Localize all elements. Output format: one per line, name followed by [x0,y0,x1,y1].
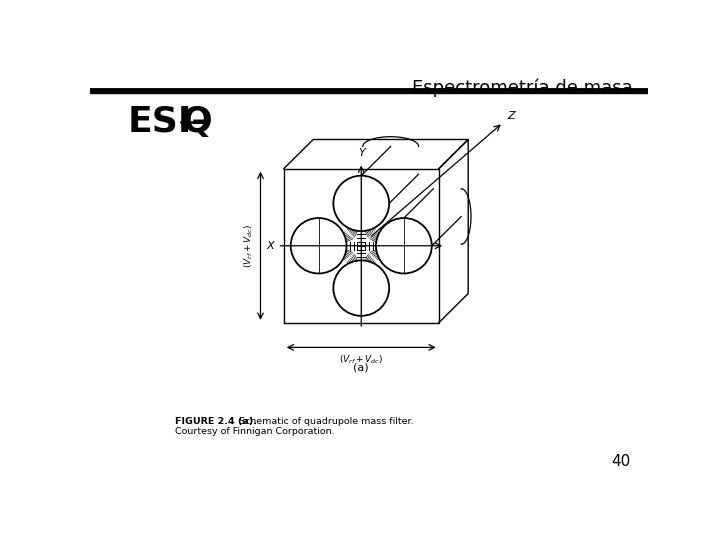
Circle shape [333,176,389,231]
Text: FIGURE 2.4 (a).: FIGURE 2.4 (a). [175,417,257,427]
Text: Q: Q [181,105,212,139]
Text: X: X [267,241,274,251]
Text: (a): (a) [354,363,369,373]
Circle shape [291,218,346,273]
Text: 40: 40 [612,454,631,469]
Circle shape [376,218,432,273]
Text: Schematic of quadrupole mass filter.: Schematic of quadrupole mass filter. [230,417,413,427]
Text: Espectrometría de masa: Espectrometría de masa [412,79,632,97]
Text: $(V_{rf} + V_{dc})$: $(V_{rf} + V_{dc})$ [243,224,255,268]
Text: Y: Y [358,148,364,158]
Text: Courtesy of Finnigan Corporation.: Courtesy of Finnigan Corporation. [175,427,335,436]
Text: ESI-: ESI- [127,105,207,139]
Text: Z: Z [508,111,516,121]
Circle shape [333,260,389,316]
Text: $(V_{rf} + V_{dc})$: $(V_{rf} + V_{dc})$ [339,354,384,366]
